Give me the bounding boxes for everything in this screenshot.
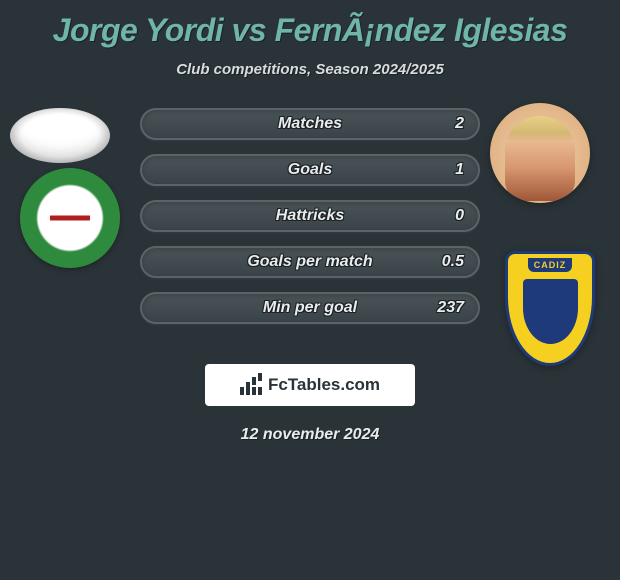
stat-value-right: 1 (455, 161, 464, 179)
player-left-club-badge (20, 168, 120, 268)
stat-value-right: 0 (455, 207, 464, 225)
stats-container: Matches 2 Goals 1 Hattricks 0 Goals per … (140, 108, 480, 324)
stat-row-hattricks: Hattricks 0 (140, 200, 480, 232)
comparison-title: Jorge Yordi vs FernÃ¡ndez Iglesias (0, 0, 620, 49)
stat-label: Matches (278, 115, 342, 133)
stat-label: Hattricks (276, 207, 344, 225)
stat-value-right: 2 (455, 115, 464, 133)
stat-row-min-per-goal: Min per goal 237 (140, 292, 480, 324)
stat-label: Min per goal (263, 299, 357, 317)
brand-bars-icon (240, 375, 262, 395)
stat-value-right: 237 (437, 299, 464, 317)
player-right-avatar (490, 103, 590, 203)
player-left-avatar (10, 108, 110, 163)
brand-text: FcTables.com (268, 375, 380, 395)
main-content: Matches 2 Goals 1 Hattricks 0 Goals per … (0, 108, 620, 324)
footer-date: 12 november 2024 (0, 426, 620, 444)
stat-row-goals-per-match: Goals per match 0.5 (140, 246, 480, 278)
stat-label: Goals (288, 161, 332, 179)
stat-value-right: 0.5 (442, 253, 464, 271)
comparison-subtitle: Club competitions, Season 2024/2025 (0, 61, 620, 78)
stat-label: Goals per match (247, 253, 372, 271)
cadiz-shield-icon (505, 251, 595, 366)
stat-row-goals: Goals 1 (140, 154, 480, 186)
stat-row-matches: Matches 2 (140, 108, 480, 140)
player-right-club-badge (500, 243, 600, 373)
footer-brand[interactable]: FcTables.com (205, 364, 415, 406)
